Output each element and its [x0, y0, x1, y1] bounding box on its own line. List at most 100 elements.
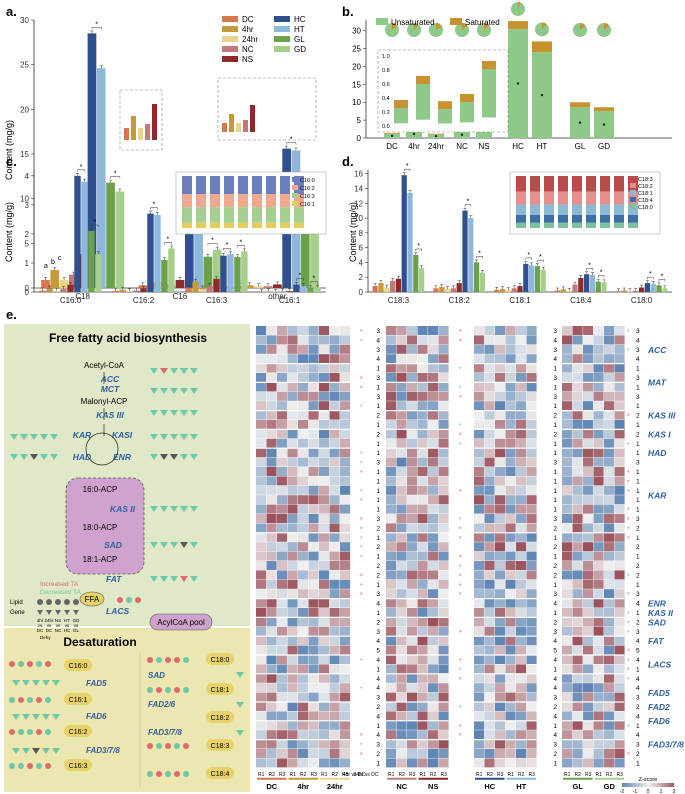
zscore-gradient	[664, 783, 667, 787]
heat-cell	[277, 457, 288, 467]
heat-cell	[417, 645, 428, 655]
heat-cell	[572, 608, 583, 617]
heat-cell	[572, 457, 583, 467]
heat-cell	[562, 617, 573, 627]
heat-cell	[277, 589, 288, 599]
heat-cell	[438, 467, 449, 476]
heat-cell	[614, 702, 625, 711]
heat-cell	[287, 664, 298, 674]
stack-seg	[238, 222, 248, 228]
sig-bracket	[647, 276, 654, 280]
heat-cell	[583, 467, 594, 476]
gene-marker	[20, 434, 28, 440]
heat-cell	[287, 514, 298, 523]
heat-cell	[484, 551, 495, 561]
heat-cell	[407, 673, 418, 683]
lipid-marker	[45, 763, 51, 769]
legend-label-GL: GL	[294, 35, 305, 44]
heat-cell	[329, 514, 340, 523]
heat-cell	[277, 702, 288, 711]
row-number: 3	[376, 375, 380, 382]
heat-cell	[438, 608, 449, 617]
bar-24hr	[126, 291, 133, 292]
heat-cell	[593, 570, 604, 580]
desat-enzyme: FAD3/7/8	[148, 728, 182, 737]
group-label: HC	[484, 782, 495, 791]
heat-cell	[329, 598, 340, 608]
stack-seg	[558, 204, 568, 215]
legend-swatch-24hr	[222, 36, 238, 42]
heat-cell	[505, 645, 516, 655]
heat-cell	[505, 608, 516, 617]
sig-star: *	[360, 329, 363, 336]
sig-star: *	[527, 252, 530, 259]
legend-swatch	[292, 201, 298, 206]
heat-cell	[329, 570, 340, 580]
heat-cell	[604, 504, 615, 514]
enzyme-label: ENR	[113, 452, 132, 462]
heat-cell	[572, 326, 583, 335]
heat-cell	[298, 476, 309, 486]
heat-cell	[308, 429, 319, 439]
sig-star: *	[478, 250, 481, 257]
heat-cell	[266, 664, 277, 674]
heat-cell	[407, 542, 418, 552]
heat-cell	[396, 570, 407, 580]
heat-cell	[319, 344, 330, 354]
bar-4hr	[46, 288, 53, 292]
zscore-gradient	[651, 783, 654, 787]
heat-cell	[256, 391, 267, 401]
heat-cell	[277, 551, 288, 561]
heat-cell	[604, 617, 615, 627]
bar-NS	[638, 287, 645, 292]
heat-cell	[505, 420, 516, 429]
heat-cell	[407, 655, 418, 664]
legend-comparison: GD	[73, 618, 81, 623]
row-number: 1	[376, 469, 380, 476]
rep-label: R1	[290, 772, 297, 778]
heat-cell	[417, 467, 428, 476]
inset-bar-24hr	[236, 123, 241, 132]
inset-bar-unsaturated	[482, 69, 496, 118]
heat-cell	[277, 523, 288, 533]
row-number: 4	[553, 685, 557, 692]
row-number: 1	[376, 450, 380, 457]
heat-cell	[428, 739, 439, 749]
heat-cell	[484, 626, 495, 636]
heat-cell	[428, 420, 439, 429]
y-tick-label: 0	[357, 134, 362, 143]
legend-label-NC: NC	[242, 45, 254, 54]
zscore-gradient	[655, 783, 658, 787]
heat-cell	[593, 664, 604, 674]
heat-cell	[417, 354, 428, 364]
heat-cell	[386, 655, 397, 664]
heat-cell	[593, 373, 604, 382]
heat-cell	[340, 589, 351, 599]
legend-vs: vs	[38, 623, 43, 628]
heat-cell	[386, 532, 397, 542]
sig-bracket	[91, 27, 102, 30]
heat-cell	[505, 673, 516, 683]
x-tick-label: C16:2	[133, 296, 155, 305]
lipid-marker	[156, 771, 162, 777]
inset-bar-unsaturated	[416, 84, 430, 120]
heat-cell	[266, 523, 277, 533]
sig-letter: b	[51, 259, 55, 266]
heat-cell	[298, 514, 309, 523]
legend-swatch	[376, 18, 388, 25]
sig-star: *	[627, 348, 630, 355]
heat-cell	[495, 401, 506, 411]
stack-seg	[280, 176, 290, 195]
panel-a-ylabel: Content (mg/g)	[4, 120, 14, 180]
bar-HC	[584, 274, 590, 292]
sig-star: *	[360, 733, 363, 740]
heat-cell	[438, 420, 449, 429]
heat-cell	[396, 579, 407, 589]
heat-cell	[256, 448, 267, 458]
heat-cell	[417, 664, 428, 674]
sig-bracket	[296, 278, 304, 281]
heat-cell	[298, 344, 309, 354]
heat-cell	[407, 749, 418, 758]
heat-cell	[277, 739, 288, 749]
